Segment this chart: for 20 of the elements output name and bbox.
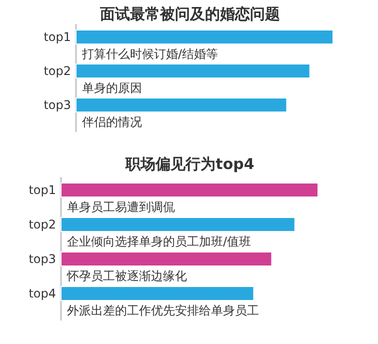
bar [60,217,296,232]
y-tick-label: top2 [28,218,56,232]
bar [60,182,318,198]
chart-title: 职场偏见行为top4 [124,155,254,173]
y-tick-label: top3 [44,98,71,112]
y-tick-label: top1 [28,183,56,197]
y-tick-label: top4 [28,286,56,300]
annotation: 外派出差的工作优先安排给单身员工 [67,304,259,318]
annotation: 企业倾向选择单身的员工加班/值班 [67,234,252,248]
annotation: 怀孕员工被逐渐边缘化 [66,269,187,283]
bar [60,286,254,301]
y-tick-label: top3 [28,252,56,266]
y-tick-label: top2 [44,64,71,78]
chart-title: 面试最常被问及的婚恋问题 [99,5,280,23]
annotation: 伴侣的情况 [82,115,142,129]
annotation: 单身的原因 [82,81,142,95]
annotation: 打算什么时候订婚/结婚等 [81,47,218,61]
bar [60,252,272,266]
y-tick-label: top1 [44,30,71,44]
annotation: 单身员工易遭到调侃 [67,200,175,214]
